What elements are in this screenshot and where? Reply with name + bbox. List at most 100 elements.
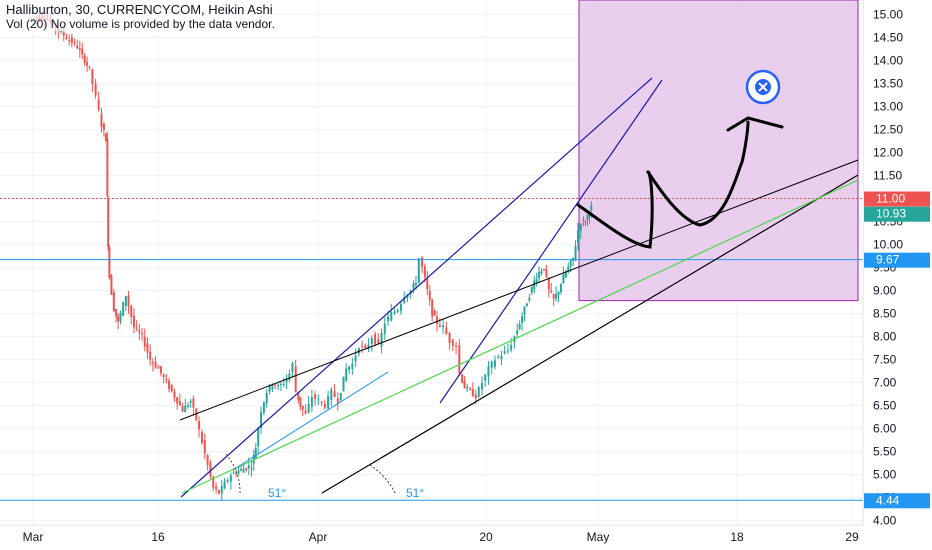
candle-body [339, 392, 342, 401]
candle-body [436, 316, 439, 324]
candle-body [181, 406, 184, 412]
candle-body [124, 296, 127, 307]
candle-body [206, 455, 209, 465]
candle-body [282, 383, 285, 385]
candle-body [586, 215, 589, 220]
price-tick-label: 12.00 [873, 146, 903, 160]
candle-body [542, 269, 545, 271]
candle-body [393, 311, 396, 314]
candle-body [545, 268, 548, 277]
candle-body [342, 376, 345, 392]
candle-body [198, 421, 201, 430]
candle-body [314, 394, 317, 400]
candle-body [76, 45, 79, 49]
candle-body [550, 290, 553, 293]
candle-body [104, 133, 107, 142]
angle-arc [369, 464, 396, 494]
candle-body [383, 323, 386, 334]
candle-body [307, 403, 310, 413]
candle-body [374, 334, 377, 344]
candle-body [301, 405, 304, 410]
candle-body [533, 280, 536, 290]
candle-body [250, 468, 253, 470]
candle-body [122, 302, 125, 316]
candle-body [431, 299, 434, 317]
candle-body [141, 333, 144, 335]
candle-body [351, 363, 354, 369]
candle-body [285, 378, 288, 382]
candle-body [451, 340, 454, 347]
close-icon-x [758, 82, 768, 92]
candle-body [83, 55, 86, 64]
candle-body [245, 468, 248, 470]
price-tag-bg [864, 191, 930, 207]
candle-body [70, 37, 73, 44]
candle-body [564, 271, 567, 278]
price-tick-label: 10.00 [873, 238, 903, 252]
price-tick-label: 13.00 [873, 100, 903, 114]
candle-body [189, 400, 192, 403]
candle-body [317, 399, 320, 401]
candle-body [176, 397, 179, 404]
candle-body [455, 345, 458, 347]
price-tick-label: 4.00 [873, 514, 897, 528]
candle-body [364, 345, 367, 349]
candle-body [277, 385, 280, 387]
chart-header: Halliburton, 30, CURRENCYCOM, Heikin Ash… [6, 2, 275, 31]
candle-body [226, 479, 229, 482]
candle-body [310, 396, 313, 407]
candle-body [555, 293, 558, 299]
candle-body [215, 486, 218, 490]
candle-body [200, 432, 203, 444]
candle-body [323, 403, 326, 408]
candle-body [240, 469, 243, 471]
candle-body [579, 223, 582, 232]
candle-body [380, 333, 383, 347]
candle-body [223, 481, 226, 489]
candle-body [65, 37, 68, 40]
candle-body [229, 475, 232, 482]
candle-body [428, 291, 431, 300]
candle-body [288, 373, 291, 381]
candle-body [547, 279, 550, 290]
candle-body [469, 388, 472, 390]
candle-body [81, 48, 84, 54]
price-tick-label: 6.50 [873, 399, 897, 413]
trend-line [235, 371, 389, 469]
price-tag-label: 11.00 [876, 192, 905, 206]
time-tick-label: May [587, 530, 610, 544]
candle-body [247, 465, 250, 468]
time-tick-label: 16 [151, 530, 165, 544]
candle-body [474, 394, 477, 399]
candle-body [146, 343, 149, 353]
candle-body [165, 378, 168, 381]
candle-body [584, 221, 587, 223]
candle-body [162, 375, 165, 378]
candle-body [68, 39, 71, 41]
candle-body [387, 316, 390, 321]
candle-body [107, 198, 110, 247]
volume-note: Vol (20) No volume is provided by the da… [6, 17, 275, 31]
level-tag-bg [864, 493, 930, 509]
candle-body [304, 410, 307, 414]
trend-line [321, 174, 859, 494]
candle-body [135, 327, 138, 329]
candle-body [220, 485, 223, 494]
candle-body [417, 258, 420, 283]
candle-body [421, 257, 424, 267]
candle-body [297, 392, 300, 400]
candle-body [186, 405, 189, 407]
candle-body [279, 383, 282, 385]
candle-body [291, 363, 294, 372]
candle-body [403, 297, 406, 303]
price-tick-label: 8.00 [873, 330, 897, 344]
candle-body [260, 412, 263, 428]
candle-body [557, 292, 560, 295]
candle-body [582, 219, 585, 221]
candle-body [574, 245, 577, 261]
candle-body [274, 384, 277, 386]
candle-body [562, 274, 565, 284]
angle-label: 51° [268, 486, 286, 500]
